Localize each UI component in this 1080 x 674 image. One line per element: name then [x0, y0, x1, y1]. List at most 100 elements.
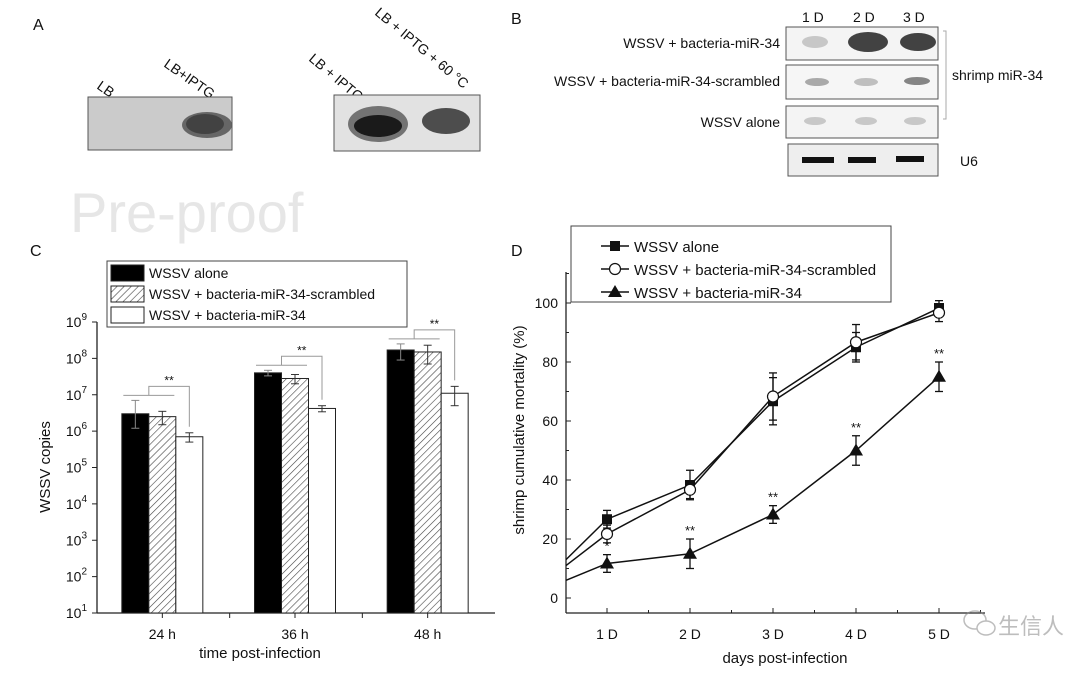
lane-2d: 2 D: [853, 9, 875, 25]
data-point: [600, 527, 614, 541]
logo-text: 生信人: [998, 614, 1064, 639]
y-tick-label: 0: [550, 590, 558, 606]
x-tick-label: 2 D: [679, 626, 701, 642]
panel-a-label: A: [33, 17, 44, 34]
legend: [106, 260, 408, 328]
legend-label: WSSV + bacteria-miR-34: [634, 285, 802, 302]
bar: [413, 351, 442, 614]
panel-c-label: C: [30, 243, 42, 260]
panel-b-label: B: [511, 11, 522, 28]
bar: [148, 416, 177, 614]
significance-marker: **: [297, 343, 307, 357]
watermark: Pre-proof: [70, 181, 304, 244]
data-point: [849, 443, 863, 456]
row-label-wssv-alone: WSSV alone: [701, 114, 781, 130]
legend-label: WSSV + bacteria-miR-34-scrambled: [149, 286, 375, 302]
series-line: [565, 376, 940, 581]
significance-marker: **: [430, 317, 440, 331]
northern-blot-scrambled: [785, 64, 939, 100]
data-point: [602, 514, 612, 525]
y-tick-label: 80: [542, 354, 558, 370]
x-tick-label: 24 h: [149, 626, 176, 642]
significance-marker: **: [685, 523, 695, 538]
x-tick-label: 3 D: [762, 626, 784, 642]
bar: [386, 349, 415, 614]
legend-swatch: [110, 285, 145, 303]
y-tick-label: 101: [66, 603, 88, 621]
row-label-mir34: WSSV + bacteria-miR-34: [623, 35, 780, 51]
bar: [121, 413, 150, 614]
legend-marker: [608, 262, 622, 276]
lane-1d: 1 D: [802, 9, 824, 25]
legend-swatch: [110, 264, 145, 282]
legend-swatch: [110, 306, 145, 324]
northern-blot-mir34: [785, 26, 939, 61]
data-point: [932, 306, 946, 319]
data-point: [683, 546, 697, 559]
lane-label-lb-iptg: LB+IPTG: [161, 55, 218, 101]
series-line: [565, 307, 940, 561]
x-axis-title: days post-infection: [722, 650, 847, 667]
x-tick-label: 1 D: [596, 626, 618, 642]
y-tick-label: 103: [66, 530, 88, 548]
x-tick-label: 48 h: [414, 626, 441, 642]
data-point: [683, 483, 697, 496]
y-tick-label: 104: [66, 494, 88, 512]
y-tick-label: 108: [66, 348, 88, 366]
bar: [308, 407, 336, 614]
x-tick-label: 4 D: [845, 626, 867, 642]
significance-marker: **: [164, 373, 174, 387]
legend-marker: [608, 285, 622, 297]
legend-marker: [610, 241, 620, 251]
significance-marker: **: [851, 420, 861, 435]
series-line: [565, 312, 940, 567]
significance-marker: *: [604, 539, 609, 554]
data-point: [766, 507, 780, 520]
significance-marker: **: [934, 346, 944, 361]
data-point: [849, 336, 863, 349]
y-tick-label: 100: [535, 295, 559, 311]
y-tick-label: 109: [66, 312, 88, 330]
data-point: [766, 390, 780, 403]
lane-3d: 3 D: [903, 9, 925, 25]
data-point: [600, 556, 614, 569]
y-tick-label: 107: [66, 385, 88, 403]
significance-bracket: [123, 385, 190, 427]
significance-marker: **: [768, 490, 778, 505]
northern-blot-u6: [787, 143, 939, 177]
bar: [440, 392, 469, 614]
bar: [175, 436, 204, 614]
y-tick-label: 106: [66, 421, 88, 439]
legend-label: WSSV alone: [149, 265, 229, 281]
data-point: [932, 369, 946, 382]
control-label: U6: [960, 153, 978, 169]
y-axis-title: WSSV copies: [37, 421, 54, 513]
legend-label: WSSV alone: [634, 239, 719, 256]
y-tick-label: 102: [66, 567, 88, 585]
legend-label: WSSV + bacteria-miR-34-scrambled: [634, 262, 876, 279]
brace-label: shrimp miR-34: [952, 67, 1043, 83]
bar: [254, 372, 282, 614]
panel-d-line-chart: D 0 20 40 60 80 100 1 D 2 D 3 D 4 D 5 D days post-i…: [511, 225, 985, 667]
northern-blot-wssv-alone: [785, 105, 939, 139]
western-blot-2: [333, 94, 481, 152]
western-blot-1: [87, 96, 233, 151]
lane-label-lb-iptg-60c: LB + IPTG + 60 °C: [372, 4, 472, 91]
significance-bracket: [256, 355, 323, 400]
y-tick-label: 40: [542, 472, 558, 488]
x-tick-label: 36 h: [281, 626, 308, 642]
legend: [570, 225, 892, 303]
significance-bracket: [388, 329, 456, 381]
x-tick-label: 5 D: [928, 626, 950, 642]
y-tick-label: 60: [542, 413, 558, 429]
y-tick-label: 105: [66, 458, 88, 476]
bracket: [943, 30, 947, 120]
y-axis-title: shrimp cumulative mortality (%): [511, 325, 528, 534]
x-axis-title: time post-infection: [199, 645, 321, 662]
panel-c-bar-chart: C 101 102 103 104 105 106 107 108 109 24 h ** 36 h *…: [30, 243, 495, 662]
legend-label: WSSV + bacteria-miR-34: [149, 307, 306, 323]
row-label-scrambled: WSSV + bacteria-miR-34-scrambled: [554, 73, 780, 89]
wechat-logo: 生信人: [963, 610, 1064, 639]
y-tick-label: 20: [542, 531, 558, 547]
